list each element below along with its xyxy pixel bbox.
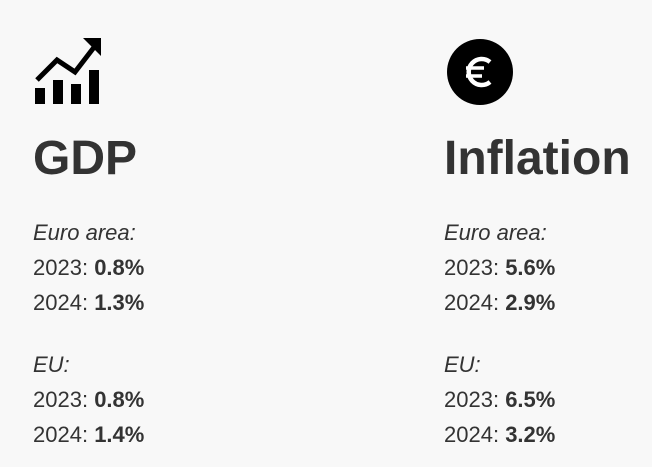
panel-title: Inflation [444,132,631,185]
figure-row: 2024: 1.3% [33,285,144,320]
year-label: 2023: [33,255,89,280]
panel-title: GDP [33,132,138,185]
figure-value: 5.6% [505,255,556,280]
region-label: Euro area: [33,220,136,245]
region-group: Euro area: 2023: 5.6% 2024: 2.9% [444,215,555,320]
figures: Euro area: 2023: 5.6% 2024: 2.9% EU: 2023: 6… [444,215,555,452]
year-label: 2024: [444,422,500,447]
figure-row: 2023: 5.6% [444,250,555,285]
year-label: 2023: [444,255,500,280]
figures: Euro area: 2023: 0.8% 2024: 1.3% EU: 2023: 0… [33,215,144,452]
region-label: EU: [33,352,70,377]
region-group: Euro area: 2023: 0.8% 2024: 1.3% [33,215,144,320]
figure-row: 2023: 0.8% [33,382,144,417]
year-label: 2023: [444,387,500,412]
region-group: EU: 2023: 6.5% 2024: 3.2% [444,347,555,452]
growth-icon [35,38,101,104]
figure-row: 2024: 3.2% [444,417,555,452]
figure-value: 0.8% [94,255,145,280]
figure-value: 2.9% [505,290,556,315]
figure-value: 1.4% [94,422,145,447]
year-label: 2024: [33,290,89,315]
region-group: EU: 2023: 0.8% 2024: 1.4% [33,347,144,452]
euro-icon [447,39,513,105]
year-label: 2024: [33,422,89,447]
region-label: EU: [444,352,481,377]
figure-value: 0.8% [94,387,145,412]
year-label: 2023: [33,387,89,412]
figure-row: 2024: 1.4% [33,417,144,452]
figure-row: 2024: 2.9% [444,285,555,320]
figure-row: 2023: 6.5% [444,382,555,417]
figure-row: 2023: 0.8% [33,250,144,285]
figure-value: 1.3% [94,290,145,315]
region-label: Euro area: [444,220,547,245]
figure-value: 6.5% [505,387,556,412]
year-label: 2024: [444,290,500,315]
figure-value: 3.2% [505,422,556,447]
